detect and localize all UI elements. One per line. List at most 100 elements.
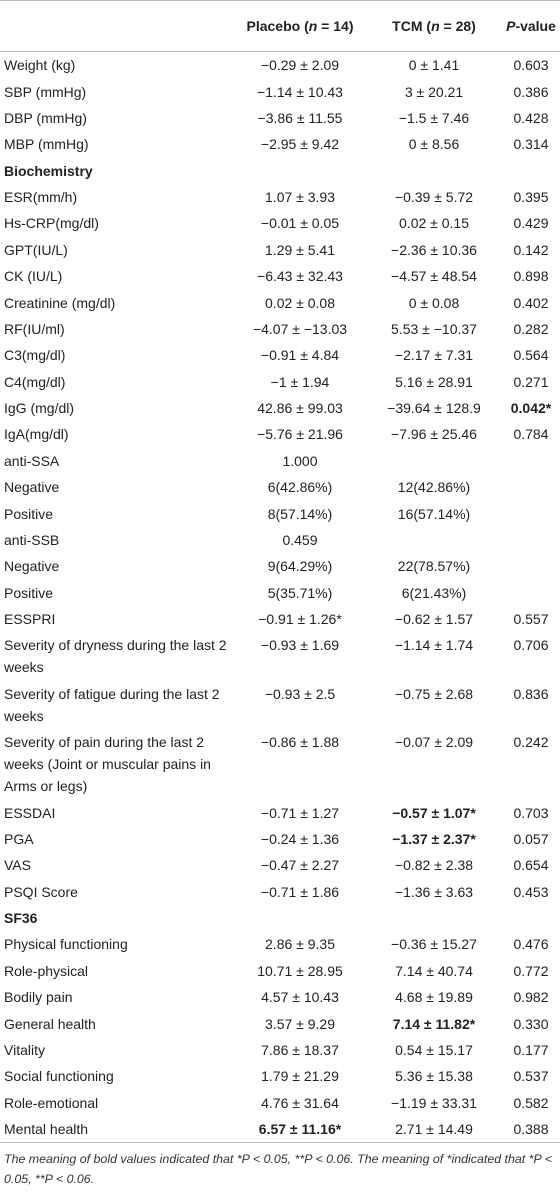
- value-cell: 7.14 ± 11.82*: [392, 1015, 476, 1032]
- empty-cell: [502, 474, 560, 500]
- value-cell: 0.282: [513, 320, 549, 337]
- value-cell: 0.057: [513, 830, 549, 847]
- value-cell: 0.564: [513, 347, 549, 364]
- row-label: Vitality: [4, 1041, 45, 1058]
- value-cell: 0.042*: [510, 400, 552, 417]
- data-row: General health 3.57 ± 9.29 7.14 ± 11.82* 0.…: [0, 1010, 560, 1036]
- data-row: anti-SSA 1.000: [0, 448, 560, 474]
- value-cell: 5.16 ± 28.91: [395, 373, 473, 390]
- header-empty: [0, 0, 234, 52]
- data-row: DBP (mmHg) −3.86 ± 11.55 −1.5 ± 7.46 0.428: [0, 105, 560, 131]
- row-label: Negative: [4, 479, 60, 496]
- value-cell: 0.772: [513, 962, 549, 979]
- value-cell: 0.395: [513, 189, 549, 206]
- value-cell: 1.000: [282, 452, 318, 469]
- value-cell: −6.43 ± 32.43: [257, 268, 343, 285]
- value-cell: 5(35.71%): [267, 584, 333, 601]
- value-cell: 0.703: [513, 804, 549, 821]
- empty-cell: [502, 580, 560, 606]
- value-cell: 0.54 ± 15.17: [395, 1041, 473, 1058]
- row-label: VAS: [4, 857, 31, 874]
- value-cell: 0.314: [513, 136, 549, 153]
- data-row: IgG (mg/dl) 42.86 ± 99.03 −39.64 ± 128.9 0.…: [0, 395, 560, 421]
- value-cell: 0.02 ± 0.15: [399, 215, 469, 232]
- value-cell: 4.68 ± 19.89: [395, 989, 473, 1006]
- data-row: CK (IU/L) −6.43 ± 32.43 −4.57 ± 48.54 0.898: [0, 263, 560, 289]
- value-cell: −0.07 ± 2.09: [394, 734, 474, 751]
- value-cell: −0.47 ± 2.27: [260, 857, 340, 874]
- empty-cell: [502, 553, 560, 579]
- value-cell: 2.71 ± 14.49: [366, 1115, 502, 1144]
- header-text: TCM (: [392, 18, 432, 34]
- value-cell: 8(57.14%): [267, 505, 333, 522]
- data-row: VAS −0.47 ± 2.27 −0.82 ± 2.38 0.654: [0, 852, 560, 878]
- data-row: ESSPRI −0.91 ± 1.26* −0.62 ± 1.57 0.557: [0, 606, 560, 632]
- row-label: PGA: [4, 830, 34, 847]
- data-row: C3(mg/dl) −0.91 ± 4.84 −2.17 ± 7.31 0.564: [0, 342, 560, 368]
- row-label: anti-SSA: [4, 452, 60, 469]
- value-cell: 6.57 ± 11.16*: [234, 1115, 366, 1144]
- value-cell: 1.07 ± 3.93: [265, 189, 335, 206]
- value-cell: 0.02 ± 0.08: [265, 294, 335, 311]
- value-cell: −0.71 ± 1.27: [260, 804, 340, 821]
- value-cell: −0.36 ± 15.27: [391, 936, 477, 953]
- value-cell: 3.57 ± 9.29: [265, 1015, 335, 1032]
- data-row: Role-physical 10.71 ± 28.95 7.14 ± 40.74 0.…: [0, 958, 560, 984]
- value-cell: −0.24 ± 1.36: [260, 830, 340, 847]
- empty-cell: [366, 448, 502, 474]
- value-cell: 0 ± 8.56: [408, 136, 460, 153]
- value-cell: −1.14 ± 1.74: [394, 637, 474, 654]
- value-cell: 0 ± 0.08: [408, 294, 460, 311]
- value-cell: 0.177: [513, 1041, 549, 1058]
- data-row: PGA −0.24 ± 1.36 −1.37 ± 2.37* 0.057: [0, 826, 560, 852]
- header-italic: n: [308, 18, 318, 34]
- empty-cell: [502, 527, 560, 553]
- data-row: Hs-CRP(mg/dl) −0.01 ± 0.05 0.02 ± 0.15 0.42…: [0, 210, 560, 236]
- value-cell: 0.242: [513, 734, 549, 751]
- value-cell: −4.57 ± 48.54: [391, 268, 477, 285]
- data-row: anti-SSB 0.459: [0, 527, 560, 553]
- value-cell: 0.898: [513, 268, 549, 285]
- value-cell: 4.76 ± 31.64: [261, 1094, 339, 1111]
- data-row: ESR(mm/h) 1.07 ± 3.93 −0.39 ± 5.72 0.395: [0, 184, 560, 210]
- data-row: Social functioning 1.79 ± 21.29 5.36 ± 15.…: [0, 1063, 560, 1089]
- row-label: IgG (mg/dl): [4, 400, 75, 417]
- header-tcm: TCM (n = 28): [366, 0, 502, 52]
- data-table: Placebo (n = 14) TCM (n = 28) P-value We…: [0, 0, 560, 1144]
- value-cell: −0.82 ± 2.38: [394, 857, 474, 874]
- value-cell: 0.429: [513, 215, 549, 232]
- value-cell: −2.36 ± 10.36: [391, 241, 477, 258]
- value-cell: 0.142: [513, 241, 549, 258]
- value-cell: −2.95 ± 9.42: [260, 136, 340, 153]
- value-cell: 10.71 ± 28.95: [257, 962, 343, 979]
- value-cell: −1.5 ± 7.46: [398, 109, 470, 126]
- value-cell: 0.271: [513, 373, 549, 390]
- value-cell: −2.17 ± 7.31: [394, 347, 474, 364]
- header-text: = 28): [439, 18, 476, 34]
- row-label: RF(IU/ml): [4, 320, 65, 337]
- data-row: Role-emotional 4.76 ± 31.64 −1.19 ± 33.31 0…: [0, 1090, 560, 1116]
- value-cell: 7.86 ± 18.37: [261, 1041, 339, 1058]
- header-text: = 14): [317, 18, 354, 34]
- value-cell: 1.29 ± 5.41: [265, 241, 335, 258]
- value-cell: 4.57 ± 10.43: [261, 989, 339, 1006]
- row-label: Hs-CRP(mg/dl): [4, 215, 99, 232]
- value-cell: 6(21.43%): [401, 584, 467, 601]
- empty-cell: [366, 527, 502, 553]
- row-label: C3(mg/dl): [4, 347, 66, 364]
- section-row: Biochemistry: [0, 158, 560, 184]
- value-cell: 0.453: [513, 883, 549, 900]
- row-label: SBP (mmHg): [4, 83, 87, 100]
- row-label: GPT(IU/L): [4, 241, 68, 258]
- data-row: PSQI Score −0.71 ± 1.86 −1.36 ± 3.63 0.453: [0, 879, 560, 905]
- value-cell: 0.537: [513, 1068, 549, 1085]
- value-cell: 16(57.14%): [397, 505, 471, 522]
- header-italic: n: [431, 18, 440, 34]
- value-cell: −0.91 ± 1.26*: [258, 611, 342, 628]
- value-cell: −0.91 ± 4.84: [260, 347, 340, 364]
- value-cell: −1.37 ± 2.37*: [392, 830, 476, 847]
- data-row: Positive 8(57.14%) 16(57.14%): [0, 500, 560, 526]
- data-row: SBP (mmHg) −1.14 ± 10.43 3 ± 20.21 0.386: [0, 78, 560, 104]
- row-label: IgA(mg/dl): [4, 426, 69, 443]
